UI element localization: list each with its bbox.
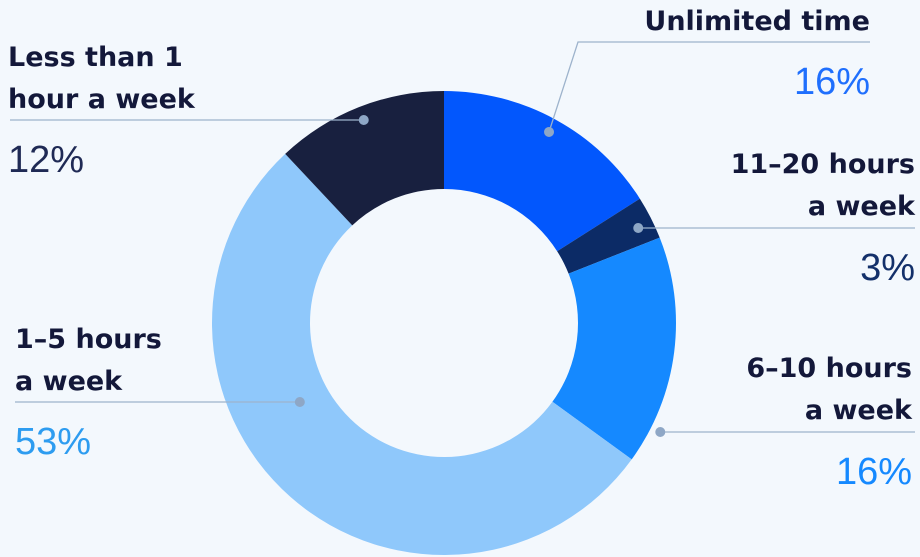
leader-dot	[655, 427, 666, 437]
donut-slice	[444, 91, 640, 252]
category-label: 11–20 hours a week	[731, 149, 916, 222]
donut-slice	[285, 91, 444, 226]
value-label: 16%	[836, 451, 912, 493]
donut-slice	[552, 237, 676, 460]
leader-dot	[544, 126, 555, 137]
donut-slice	[557, 198, 660, 274]
value-label: 12%	[8, 139, 84, 181]
leader-dot	[294, 397, 305, 407]
value-label: 53%	[15, 421, 91, 463]
category-label: Unlimited time	[644, 6, 870, 37]
category-label: Less than 1 hour a week	[8, 42, 196, 115]
donut-slice	[212, 153, 632, 555]
value-label: 16%	[794, 61, 870, 103]
category-label: 1–5 hours a week	[15, 324, 162, 397]
leader-dot	[633, 223, 644, 233]
category-label: 6–10 hours a week	[746, 353, 913, 426]
leader-dot	[358, 115, 369, 125]
leader-line	[548, 41, 870, 133]
value-label: 3%	[860, 247, 915, 289]
